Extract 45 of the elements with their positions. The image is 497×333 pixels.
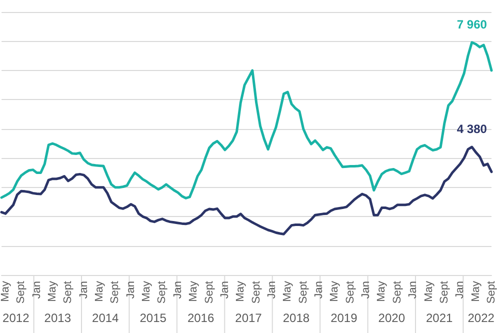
text: 2012: [2, 311, 30, 325]
text: 2013: [44, 311, 72, 325]
x-tick-label: Jan: [30, 281, 43, 299]
x-tick-label: Jan: [266, 281, 278, 299]
text: 2022: [468, 311, 495, 325]
x-tick-label: May: [0, 280, 12, 302]
x-tick-label: May: [328, 280, 341, 302]
x-tick-label: Sept: [250, 281, 262, 304]
x-tick-label: Jan: [78, 281, 90, 299]
text: 2020: [378, 311, 406, 325]
x-tick-label: May: [470, 280, 482, 302]
x-tick-label: Sept: [109, 281, 122, 304]
x-tick-label: Sept: [391, 281, 404, 304]
text: 2014: [92, 311, 120, 325]
x-tick-label: Sept: [62, 281, 74, 304]
text: 2015: [140, 311, 167, 325]
x-tick-label: May: [376, 280, 388, 302]
x-tick-label: Sept: [156, 281, 168, 304]
x-tick-label: May: [188, 280, 200, 302]
x-tick-label: Sept: [486, 281, 497, 304]
x-tick-label: Sept: [203, 281, 216, 304]
x-tick-label: Jan: [313, 281, 326, 299]
x-tick-label: Jan: [172, 281, 184, 299]
text: 2021: [426, 311, 454, 325]
x-tick-label: May: [422, 280, 435, 302]
x-tick-label: Jan: [124, 281, 137, 299]
x-tick-label: Sept: [297, 281, 310, 304]
text: 2016: [187, 311, 214, 325]
x-tick-label: Jan: [454, 281, 466, 299]
data-label: 7 960: [456, 17, 488, 32]
x-tick-label: Jan: [407, 281, 420, 299]
x-tick-label: Sept: [15, 281, 28, 304]
text: 2019: [330, 311, 358, 325]
x-tick-label: May: [234, 280, 247, 302]
text: 2018: [282, 311, 310, 325]
x-tick-label: May: [94, 280, 106, 302]
x-tick-label: May: [140, 280, 153, 302]
text: 2017: [235, 311, 262, 325]
x-tick-label: Jan: [360, 281, 372, 299]
x-tick-label: May: [282, 280, 294, 302]
data-label: 4 380: [456, 122, 488, 136]
x-tick-label: Sept: [344, 281, 356, 304]
x-tick-label: Jan: [218, 281, 231, 299]
x-tick-label: May: [46, 280, 58, 302]
x-tick-label: Sept: [438, 281, 450, 304]
